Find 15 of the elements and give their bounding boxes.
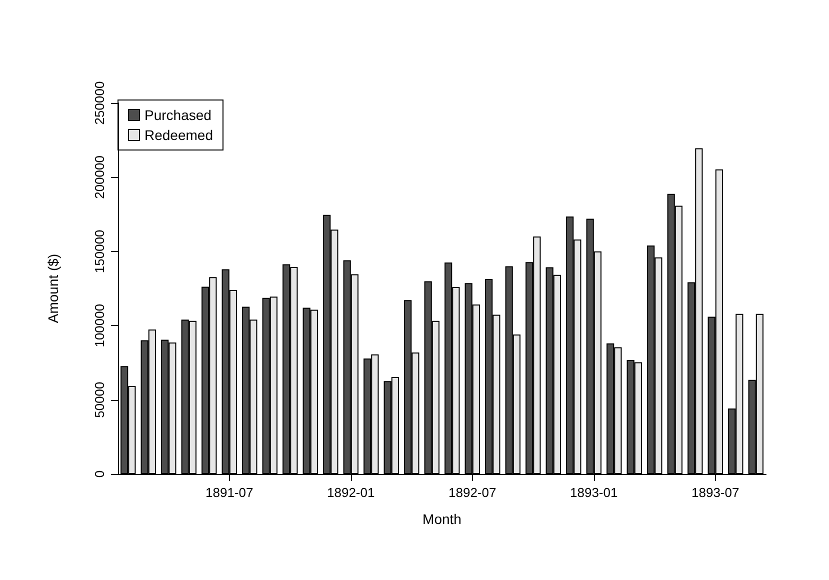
- x-tick-label: 1892-07: [448, 485, 496, 500]
- y-tick-label: 150000: [92, 230, 107, 274]
- x-tick-label: 1893-01: [570, 485, 618, 500]
- x-tick-label: 1893-07: [692, 485, 740, 500]
- y-tick-label: 0: [92, 470, 107, 478]
- legend-label: Purchased: [144, 107, 212, 123]
- y-axis-title: Amount ($): [45, 254, 61, 324]
- x-axis-title: Month: [422, 511, 462, 527]
- y-tick-label: 200000: [92, 156, 107, 199]
- y-tick-label: 100000: [92, 304, 107, 348]
- x-tick-label: 1892-01: [327, 485, 375, 500]
- x-tick-label: 1891-07: [206, 485, 254, 500]
- y-tick-label: 50000: [92, 382, 107, 418]
- legend-label: Redeemed: [144, 127, 213, 143]
- y-tick-label: 250000: [92, 81, 107, 125]
